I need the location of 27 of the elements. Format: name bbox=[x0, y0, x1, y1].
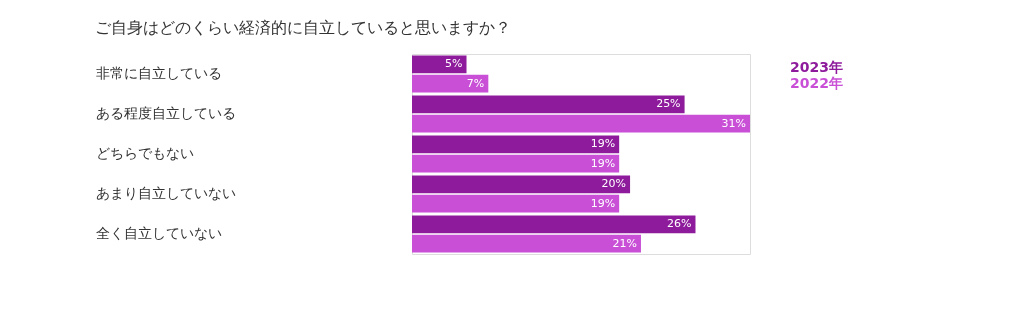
chart-title: ご自身はどのくらい経済的に自立していると思いますか？ bbox=[95, 18, 511, 37]
data-label: 31% bbox=[721, 116, 746, 130]
y-tick-label: ある程度自立している bbox=[95, 105, 236, 121]
data-label: 19% bbox=[590, 196, 616, 210]
bar bbox=[412, 215, 696, 234]
y-tick-label: 非常に自立している bbox=[95, 65, 222, 81]
bar bbox=[412, 234, 641, 253]
data-label: 21% bbox=[612, 236, 637, 250]
bar bbox=[412, 175, 631, 194]
data-label: 20% bbox=[601, 177, 627, 191]
bar bbox=[412, 135, 620, 154]
text: 2023年 bbox=[790, 59, 843, 75]
data-label: 25% bbox=[656, 97, 681, 111]
text: 2022年 bbox=[790, 75, 843, 91]
data-label: 19% bbox=[590, 137, 616, 151]
data-label: 26% bbox=[667, 217, 692, 231]
data-label: 5% bbox=[445, 57, 463, 71]
bar bbox=[412, 194, 620, 213]
bar bbox=[412, 114, 750, 133]
data-label: 19% bbox=[590, 156, 616, 170]
bar bbox=[412, 154, 620, 173]
data-label: 7% bbox=[466, 76, 485, 90]
bar bbox=[412, 95, 685, 114]
y-tick-label: 全く自立していない bbox=[95, 225, 222, 241]
y-tick-label: あまり自立していない bbox=[95, 185, 236, 201]
bar bbox=[412, 74, 489, 93]
y-tick-label: どちらでもない bbox=[95, 145, 194, 161]
